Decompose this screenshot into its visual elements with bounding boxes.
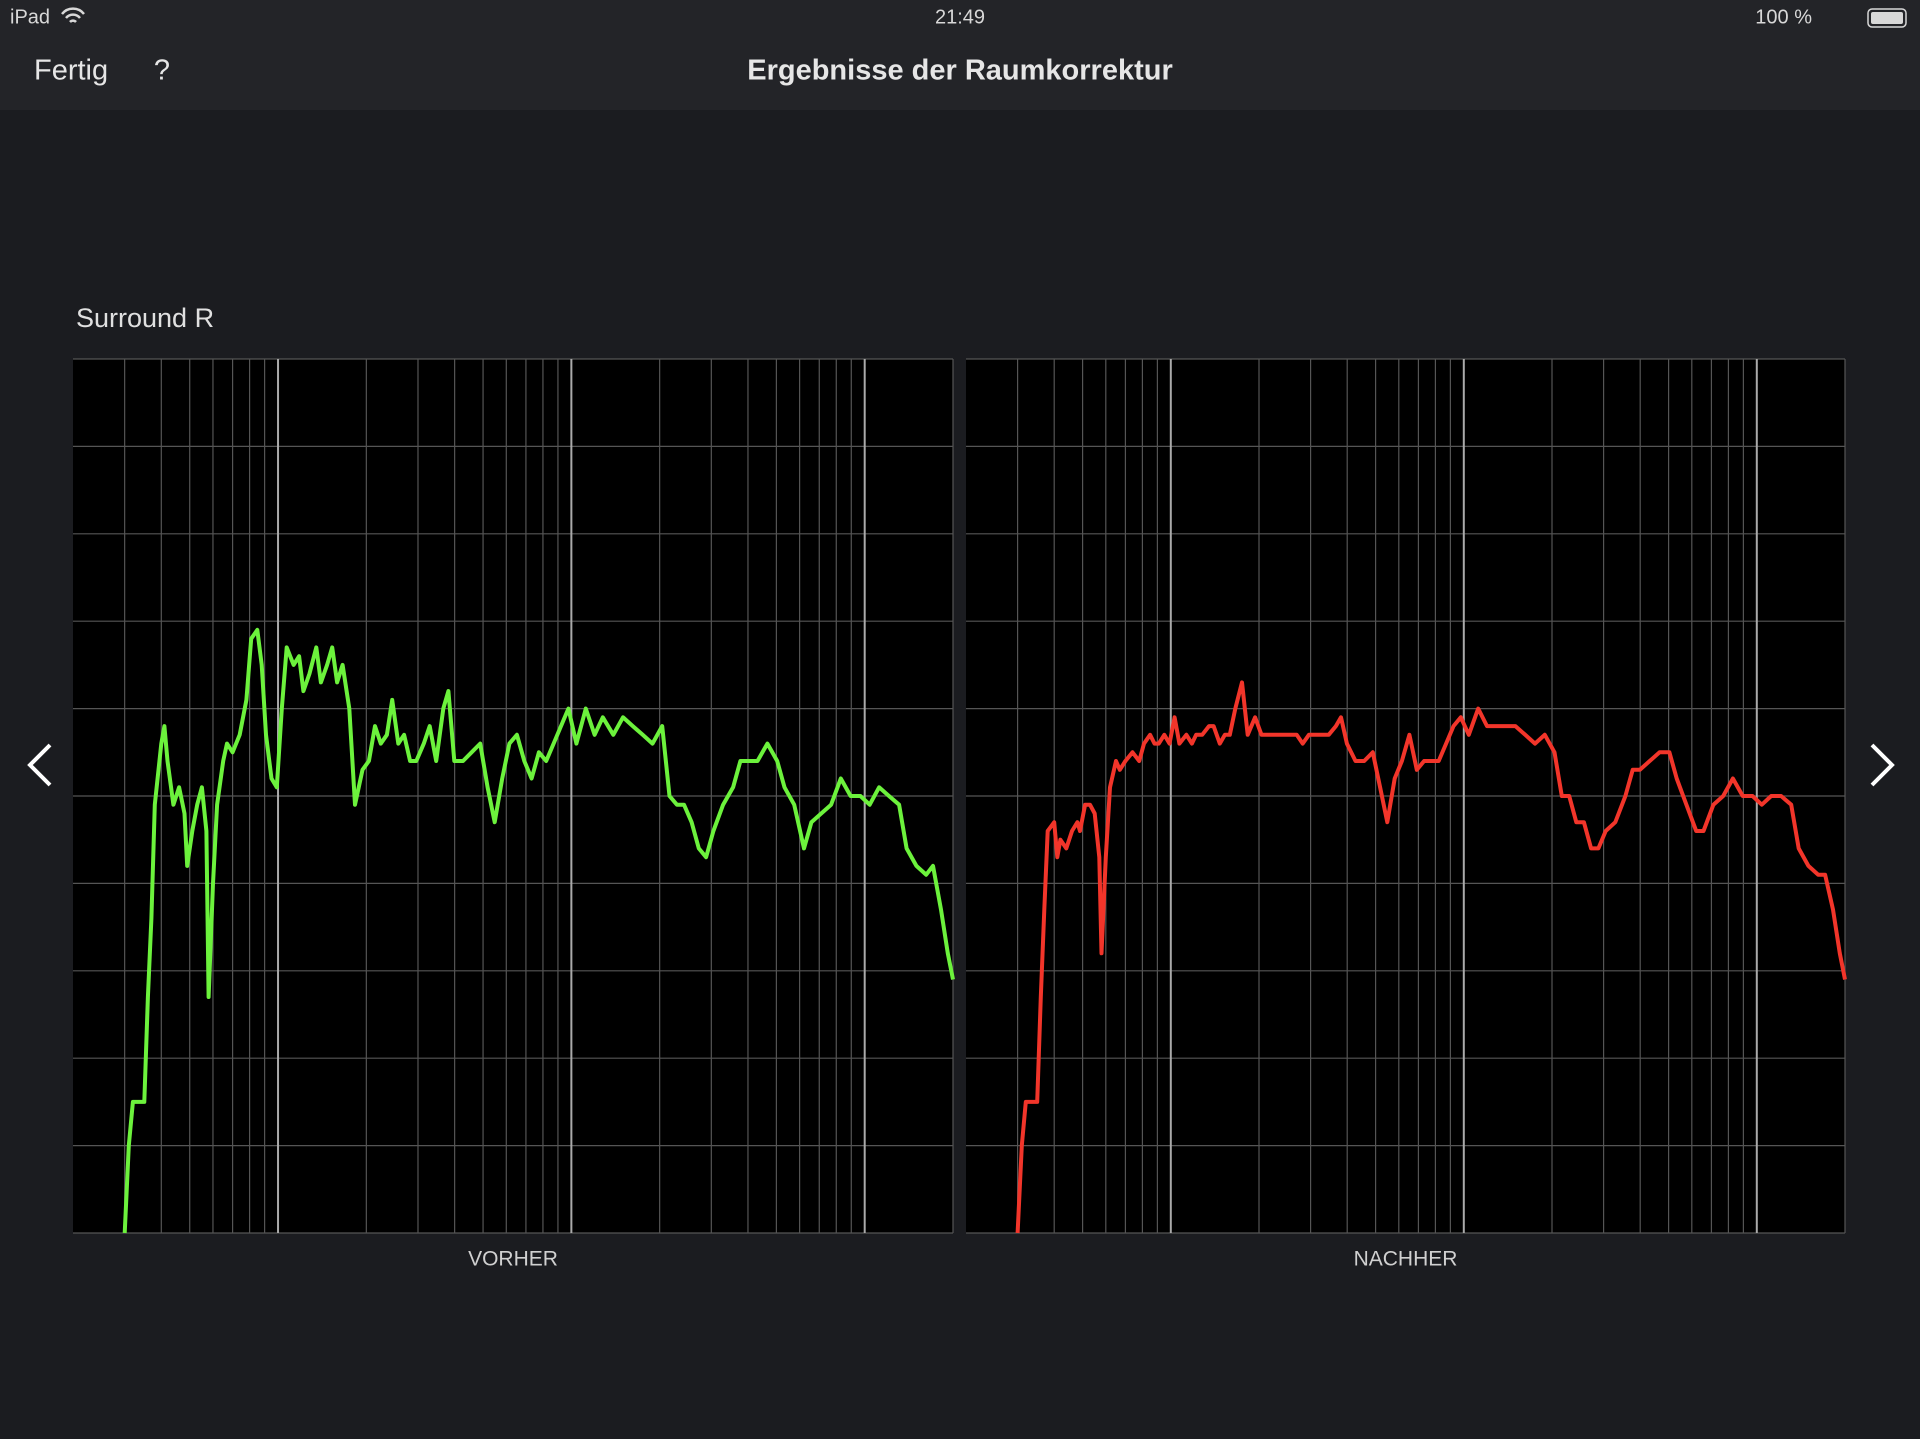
done-button[interactable]: Fertig xyxy=(34,55,108,87)
next-arrow[interactable] xyxy=(1870,743,1895,787)
section-label: Surround R xyxy=(76,303,214,333)
nav-title: Ergebnisse der Raumkorrektur xyxy=(747,55,1172,87)
response-curve xyxy=(1015,680,1847,1234)
battery-icon xyxy=(1867,8,1907,28)
chart-label: VORHER xyxy=(468,1248,558,1271)
top-bar xyxy=(0,0,1920,110)
battery-percent: 100 % xyxy=(1755,6,1812,28)
previous-arrow[interactable] xyxy=(27,743,52,787)
battery-level xyxy=(1871,12,1903,24)
chart-label: NACHHER xyxy=(1354,1248,1458,1271)
help-button[interactable]: ? xyxy=(154,55,170,87)
clock: 21:49 xyxy=(935,6,985,28)
device-name: iPad xyxy=(10,6,50,28)
wifi-icon xyxy=(61,7,85,23)
response-curve xyxy=(122,627,955,1234)
